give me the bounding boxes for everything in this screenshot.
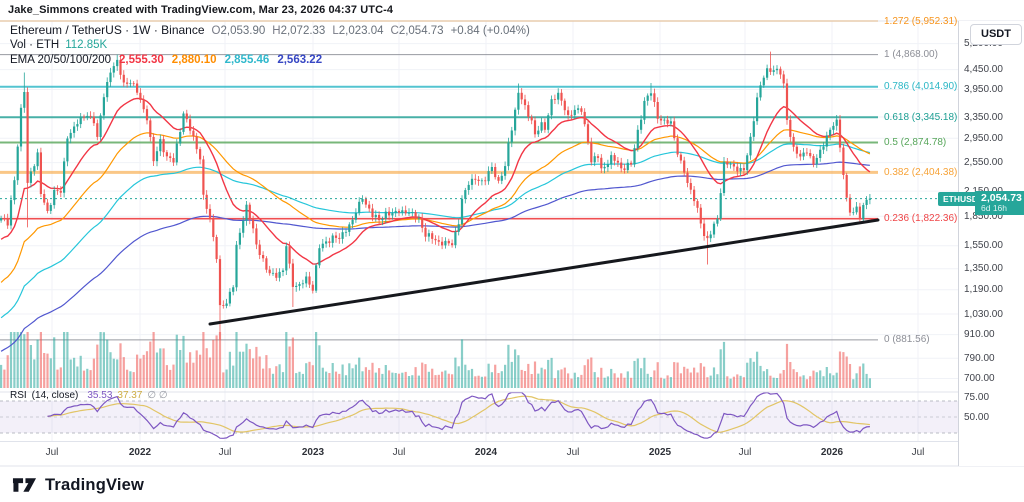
time-axis-label: 2026 [820, 447, 844, 458]
time-axis-label: Jul [45, 447, 59, 458]
trendline-drawing[interactable] [208, 218, 880, 326]
price-axis-label: 3,350.00 [964, 111, 1003, 123]
candles-layer [0, 51, 871, 340]
rsi-ma-value: 37.37 [117, 390, 143, 401]
ohlc-label: H [272, 25, 281, 37]
price-axis[interactable]: 5,200.004,450.003,950.003,350.002,950.00… [959, 21, 1024, 466]
rsi-empty-values: ∅ ∅ [147, 390, 168, 401]
ema-value: 2,555.30 [119, 54, 164, 66]
time-axis-label: 2023 [301, 447, 325, 458]
fib-level-label: 1 (4,868.00) [884, 49, 938, 61]
borders-layer [0, 20, 1024, 467]
ema-50-line [0, 129, 871, 283]
ohlc-label: C [390, 25, 399, 37]
change-value: +0.84 (+0.04%) [450, 25, 530, 37]
grid-layer [0, 21, 958, 441]
price-axis-label: 2,950.00 [964, 132, 1003, 144]
ohlc-label: O [211, 25, 221, 37]
time-axis-label: 2025 [648, 447, 672, 458]
ema-values: 2,555.30 2,880.10 2,855.46 2,563.22 [111, 54, 322, 66]
brand-name: TradingView [45, 475, 145, 494]
fib-level-label: 0.236 (1,822.36) [884, 213, 958, 225]
rsi-value: 35.53 [87, 390, 113, 401]
ohlc-value: 2,072.33 [280, 25, 326, 37]
fib-level-label: 0.382 (2,404.38) [884, 166, 958, 178]
ema-value: 2,855.46 [224, 54, 270, 66]
fib-level-label: 0.786 (4,014.90) [884, 81, 958, 93]
time-axis-label: Jul [911, 447, 925, 458]
ohlc-value: 2,053.90 [220, 25, 266, 37]
ema-label: EMA 20/50/100/200 [10, 54, 112, 66]
price-axis-label: 1,850.00 [964, 210, 1003, 222]
chart-legend[interactable]: Ethereum / TetherUS · 1W · Binance O2,053… [10, 23, 530, 68]
ema-value: 2,563.22 [277, 54, 323, 66]
rsi-params: (14, close) [31, 390, 79, 401]
time-axis-label: 2022 [128, 447, 152, 458]
ema-200-line [0, 161, 870, 352]
last-price-box: 2,054.73 6d 16h [975, 191, 1024, 215]
fib-level-label: 1.272 (5,952.31) [884, 15, 958, 27]
ohlc-value: 2,023.04 [338, 25, 384, 37]
price-axis-label: 75.00 [964, 391, 990, 403]
volume-legend-row[interactable]: Vol · ETH 112.85K [10, 38, 530, 53]
price-axis-label: 1,030.00 [964, 308, 1003, 320]
time-axis-label: 2024 [474, 447, 498, 458]
rsi-pane-layer [0, 391, 958, 439]
volume-label: Vol · ETH [10, 39, 60, 51]
price-axis-label: 50.00 [964, 411, 990, 423]
ema-legend-row[interactable]: EMA 20/50/100/200 2,555.30 2,880.10 2,855.4… [10, 53, 530, 68]
rsi-ma-line [47, 395, 870, 433]
volume-layer [0, 332, 871, 388]
ohlc-value: 2,054.73 [398, 25, 444, 37]
fib-level-label: 0.618 (3,345.18) [884, 111, 958, 123]
last-price-value: 2,054.73 [981, 192, 1022, 204]
currency-badge[interactable]: USDT [970, 24, 1022, 45]
price-axis-label: 790.00 [964, 352, 995, 364]
ema-value: 2,880.10 [171, 54, 217, 66]
attribution-text: Jake_Simmons created with TradingView.co… [8, 4, 394, 16]
ohlc-label: L [332, 25, 339, 37]
tradingview-logo-icon [12, 478, 37, 492]
ohlc-values: O2,053.90 H2,072.33 L2,023.04 C2,054.73 [205, 25, 444, 37]
price-axis-label: 3,950.00 [964, 84, 1003, 95]
rsi-line [47, 391, 870, 439]
price-axis-label: 1,350.00 [964, 263, 1003, 275]
time-axis[interactable]: Jul 2022 Jul 2023 Jul 2024 Jul 2025 Jul 2026 Jul [0, 442, 958, 466]
fib-lines-layer [0, 20, 878, 341]
symbol-title[interactable]: Ethereum / TetherUS · 1W · Binance [10, 23, 205, 37]
price-axis-label: 1,550.00 [964, 240, 1003, 252]
price-axis-label: 1,190.00 [964, 284, 1003, 296]
price-axis-label: 910.00 [964, 329, 995, 341]
price-axis-label: 2,550.00 [964, 157, 1003, 169]
fib-level-label: 0.5 (2,874.78) [884, 137, 947, 148]
time-axis-label: Jul [566, 447, 580, 458]
ema-lines-layer [0, 97, 871, 352]
volume-value: 112.85K [65, 39, 108, 51]
price-axis-label: 700.00 [964, 373, 995, 384]
time-axis-label: Jul [218, 447, 232, 458]
footer-brand[interactable]: TradingView [12, 472, 144, 498]
price-axis-label: 4,450.00 [964, 64, 1003, 76]
time-axis-label: Jul [738, 447, 752, 458]
time-axis-label: Jul [392, 447, 406, 458]
fib-level-label: 0 (881.56) [884, 334, 930, 346]
rsi-label: RSI [10, 390, 27, 401]
rsi-legend-row[interactable]: RSI (14, close) 35.53 37.37 ∅ ∅ [10, 390, 173, 401]
candle-countdown: 6d 16h [981, 203, 1007, 213]
symbol-legend-row[interactable]: Ethereum / TetherUS · 1W · Binance O2,053… [10, 23, 530, 38]
